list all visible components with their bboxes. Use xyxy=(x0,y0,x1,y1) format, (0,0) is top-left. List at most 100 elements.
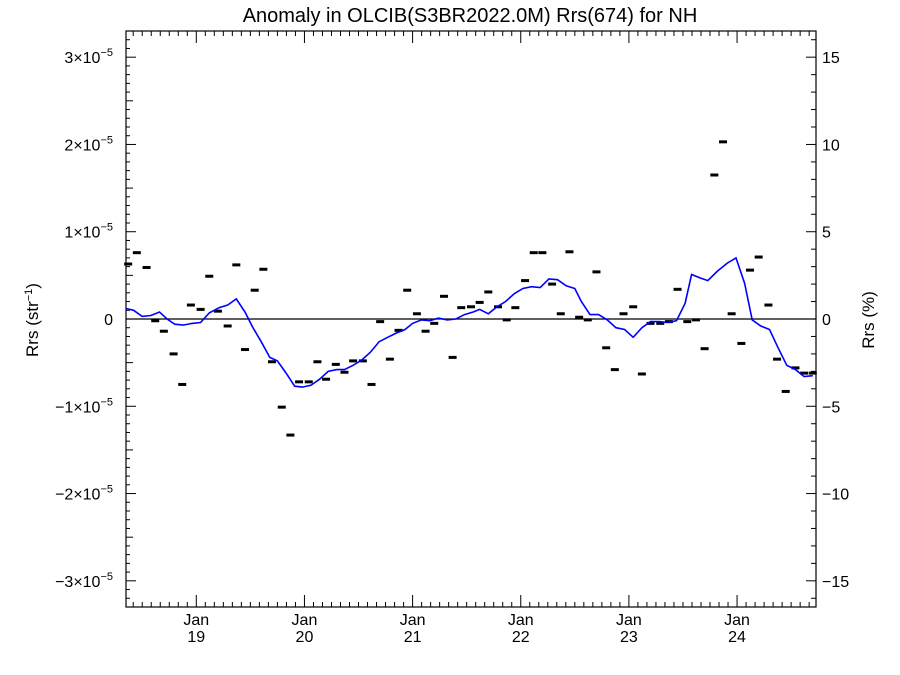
smoothed-anomaly-line xyxy=(125,256,813,388)
anomaly-marker xyxy=(808,371,817,375)
x-tick-year-label: 20 xyxy=(296,629,314,646)
anomaly-marker xyxy=(683,320,692,324)
anomaly-marker xyxy=(583,318,592,322)
anomaly-marker xyxy=(718,140,727,144)
anomaly-marker xyxy=(691,318,700,322)
chart-title: Anomaly in OLCIB(S3BR2022.0M) Rrs(674) f… xyxy=(243,5,698,27)
anomaly-marker xyxy=(394,328,403,332)
anomaly-marker xyxy=(259,267,268,271)
left-tick-exponent: −5 xyxy=(100,396,113,408)
right-tick-label: 0 xyxy=(822,312,831,329)
anomaly-marker xyxy=(521,279,530,283)
anomaly-marker xyxy=(159,329,168,333)
left-tick-times: ×10 xyxy=(73,225,100,242)
anomaly-marker xyxy=(186,303,195,307)
left-tick-label: −3×10−5 xyxy=(55,571,113,591)
anomaly-marker xyxy=(250,288,259,292)
anomaly-marker xyxy=(430,321,439,325)
left-tick-label: 1×10−5 xyxy=(64,222,113,242)
anomaly-marker xyxy=(169,352,178,356)
anomaly-marker xyxy=(484,290,493,294)
left-axis-label-close: ) xyxy=(23,283,42,289)
anomaly-marker xyxy=(448,355,457,359)
anomaly-marker xyxy=(403,288,412,292)
anomaly-marker xyxy=(286,433,295,437)
x-tick-year-label: 21 xyxy=(404,629,422,646)
right-tick-label: −15 xyxy=(822,574,849,591)
anomaly-marker xyxy=(223,324,232,328)
anomaly-marker xyxy=(367,382,376,386)
right-tick-label: −5 xyxy=(822,399,840,416)
left-tick-times: ×10 xyxy=(73,137,100,154)
anomaly-marker xyxy=(385,357,394,361)
left-tick-mantissa: −3 xyxy=(55,574,73,591)
right-tick-label: 15 xyxy=(822,50,840,67)
x-tick-month-label: Jan xyxy=(616,612,642,629)
x-tick-month-label: Jan xyxy=(183,612,209,629)
anomaly-marker xyxy=(277,405,286,409)
left-tick-mantissa: 2 xyxy=(64,137,73,154)
anomaly-marker xyxy=(457,306,466,310)
anomaly-marker xyxy=(575,315,584,319)
monthly-anomaly-markers xyxy=(124,140,817,437)
x-tick-month-label: Jan xyxy=(724,612,750,629)
left-y-axis: 3×10−52×10−51×10−50−1×10−5−2×10−5−3×10−5 xyxy=(55,39,136,599)
anomaly-marker xyxy=(421,329,430,333)
anomaly-marker xyxy=(322,377,331,381)
left-tick-label: −1×10−5 xyxy=(55,396,113,416)
anomaly-marker xyxy=(791,366,800,370)
anomaly-marker xyxy=(475,300,484,304)
left-tick-exponent: −5 xyxy=(100,222,113,234)
x-tick-month-label: Jan xyxy=(508,612,534,629)
x-tick-year-label: 22 xyxy=(512,629,530,646)
x-tick-month-label: Jan xyxy=(292,612,318,629)
anomaly-marker xyxy=(439,294,448,298)
left-tick-label: −2×10−5 xyxy=(55,484,113,504)
anomaly-marker xyxy=(602,346,611,350)
anomaly-marker xyxy=(205,274,214,278)
left-axis-label-exponent: −1 xyxy=(23,289,35,302)
anomaly-marker xyxy=(313,360,322,364)
anomaly-marker xyxy=(773,357,782,361)
x-tick-year-label: 24 xyxy=(728,629,746,646)
left-axis-label-base: Rrs (str xyxy=(23,301,42,357)
anomaly-marker xyxy=(754,255,763,259)
left-tick-label: 2×10−5 xyxy=(64,134,113,154)
x-tick-year-label: 23 xyxy=(620,629,638,646)
left-tick-exponent: −5 xyxy=(100,571,113,583)
left-axis-label: Rrs (str−1) xyxy=(23,283,42,357)
left-tick-exponent: −5 xyxy=(100,47,113,59)
anomaly-marker xyxy=(124,262,133,266)
right-tick-label: 5 xyxy=(822,225,831,242)
right-tick-label: 10 xyxy=(822,137,840,154)
x-tick-year-label: 19 xyxy=(187,629,205,646)
right-y-axis: 15 10 5 0 −5 −10 −15 xyxy=(806,39,849,599)
anomaly-marker xyxy=(637,372,646,376)
anomaly-marker xyxy=(529,251,538,255)
anomaly-marker xyxy=(619,312,628,316)
anomaly-marker xyxy=(331,362,340,366)
right-axis-label: Rrs (%) xyxy=(859,291,878,349)
anomaly-marker xyxy=(746,268,755,272)
anomaly-marker xyxy=(764,303,773,307)
left-tick-mantissa: 3 xyxy=(64,50,73,67)
anomaly-marker xyxy=(727,312,736,316)
anomaly-marker xyxy=(610,368,619,372)
anomaly-marker xyxy=(700,347,709,351)
anomaly-marker xyxy=(556,312,565,316)
anomaly-marker xyxy=(304,380,313,384)
anomaly-marker xyxy=(340,370,349,374)
anomaly-marker xyxy=(565,250,574,254)
anomaly-marker xyxy=(295,380,304,384)
anomaly-marker xyxy=(349,359,358,363)
left-tick-times: ×10 xyxy=(73,399,100,416)
left-tick-label: 3×10−5 xyxy=(64,47,113,67)
anomaly-marker xyxy=(538,251,547,255)
anomaly-marker xyxy=(502,318,511,322)
anomaly-marker xyxy=(240,348,249,352)
anomaly-marker xyxy=(412,312,421,316)
left-tick-times: ×10 xyxy=(73,487,100,504)
anomaly-marker xyxy=(656,321,665,325)
